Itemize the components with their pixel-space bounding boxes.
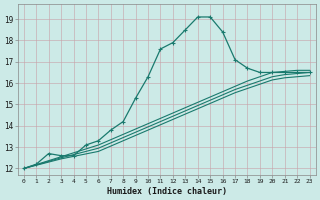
X-axis label: Humidex (Indice chaleur): Humidex (Indice chaleur) [107, 187, 227, 196]
